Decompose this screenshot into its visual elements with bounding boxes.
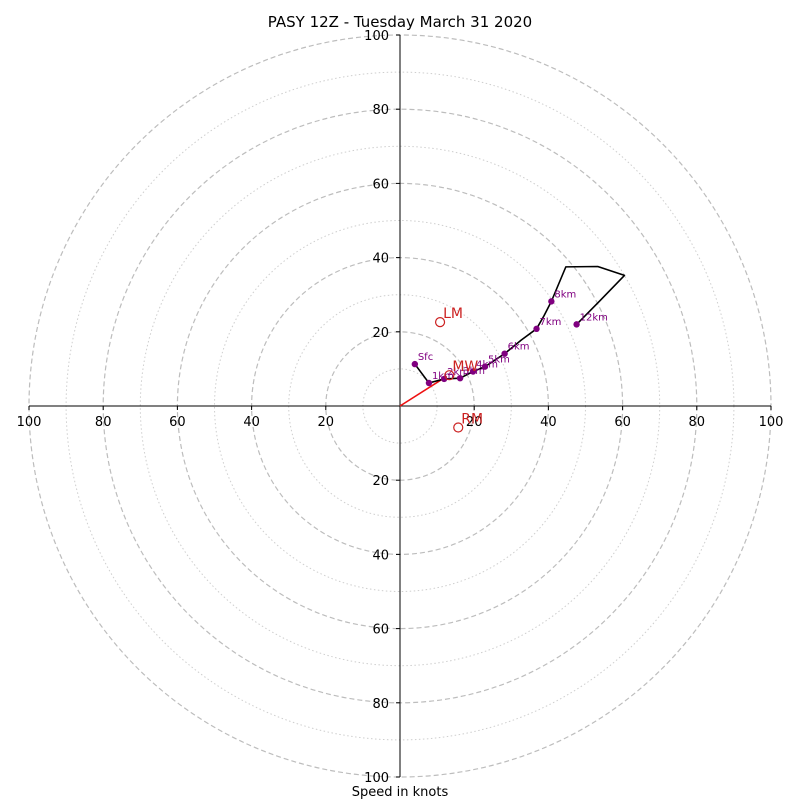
y-tick-label: 60 xyxy=(372,623,389,638)
height-marker-point xyxy=(533,325,540,333)
x-tick-label: 60 xyxy=(614,415,631,430)
y-tick-label: 60 xyxy=(372,177,389,192)
chart-title: PASY 12Z - Tuesday March 31 2020 xyxy=(268,13,532,31)
height-label: 7km xyxy=(540,317,562,328)
y-tick-label: 100 xyxy=(364,29,389,44)
height-marker-point xyxy=(411,360,419,368)
height-marker-point xyxy=(456,374,464,382)
x-tick-label: 80 xyxy=(95,415,112,430)
height-marker-point xyxy=(501,350,508,357)
y-tick-label: 80 xyxy=(372,697,389,712)
storm-motion-marker xyxy=(453,422,464,433)
hodograph-series xyxy=(399,265,626,407)
height-label: 6km xyxy=(508,342,530,353)
storm-motion-label: LM xyxy=(443,306,463,322)
y-tick-label: 80 xyxy=(372,103,389,118)
height-marker-point xyxy=(481,363,489,370)
y-tick-label: 40 xyxy=(372,548,389,563)
height-marker-point xyxy=(548,298,555,305)
x-tick-label: 80 xyxy=(689,415,706,430)
x-tick-label: 60 xyxy=(169,415,186,430)
y-tick-label: 100 xyxy=(364,771,389,786)
height-label: 5km xyxy=(488,355,510,366)
y-tick-label: 40 xyxy=(372,252,389,267)
shear-vector-line xyxy=(399,375,448,407)
y-tick-label: 20 xyxy=(372,326,389,341)
height-label: 8km xyxy=(554,289,576,300)
y-tick-label: 20 xyxy=(372,474,389,489)
tick-labels: 100 80 60 40 20 20 40 60 80 100 100 80 60 40 20 20 40 60 8… xyxy=(17,29,784,786)
x-axis-label: Speed in knots xyxy=(352,785,449,800)
height-marker-point xyxy=(573,321,580,328)
x-tick-label: 20 xyxy=(318,415,335,430)
x-tick-label: 100 xyxy=(759,415,784,430)
x-tick-label: 40 xyxy=(243,415,260,430)
height-marker-point xyxy=(469,368,477,375)
height-label: 12km xyxy=(580,312,608,323)
storm-motion-label: RM xyxy=(461,412,483,428)
storm-motion-label: MW xyxy=(452,359,478,375)
storm-motion-markers: LM RM MW xyxy=(434,306,483,433)
x-tick-label: 40 xyxy=(540,415,557,430)
x-tick-label: 20 xyxy=(466,415,483,430)
height-marker-point xyxy=(425,379,433,387)
height-label: 2km xyxy=(447,367,469,378)
hodograph-line xyxy=(414,265,626,384)
storm-motion-marker xyxy=(434,317,446,328)
height-markers: Sfc1km2km3km4km5km6km7km8km12km xyxy=(411,289,608,387)
x-tick-label: 100 xyxy=(17,415,42,430)
storm-motion-marker xyxy=(444,370,455,381)
height-label: Sfc xyxy=(418,352,433,363)
